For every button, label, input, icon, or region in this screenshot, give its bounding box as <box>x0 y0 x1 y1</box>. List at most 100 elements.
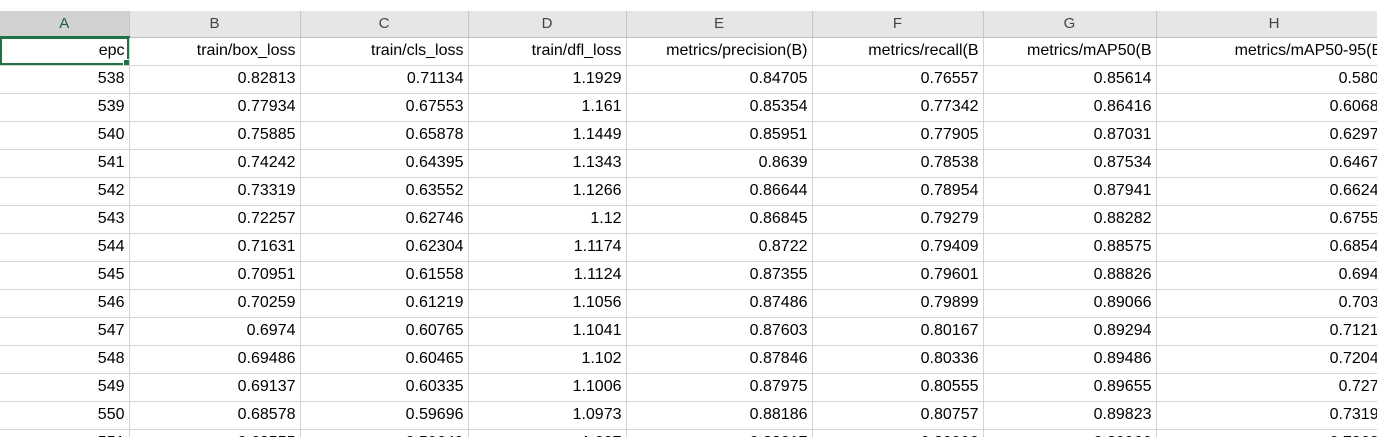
cell-a[interactable]: 548 <box>0 345 130 374</box>
cell-c[interactable]: 0.64395 <box>300 149 469 178</box>
cell-f[interactable]: 0.79279 <box>812 205 984 234</box>
cell-b[interactable]: 0.69486 <box>129 345 301 374</box>
header-cell-g[interactable]: metrics/mAP50(B <box>983 37 1157 66</box>
cell-g[interactable]: 0.89823 <box>983 401 1157 430</box>
cell-h[interactable]: 0.73621 <box>1156 429 1377 437</box>
cell-e[interactable]: 0.8639 <box>626 149 813 178</box>
header-cell-f[interactable]: metrics/recall(B <box>812 37 984 66</box>
cell-f[interactable]: 0.80996 <box>812 429 984 437</box>
header-cell-b[interactable]: train/box_loss <box>129 37 301 66</box>
cell-g[interactable]: 0.85614 <box>983 65 1157 94</box>
cell-a[interactable]: 538 <box>0 65 130 94</box>
cell-c[interactable]: 0.62746 <box>300 205 469 234</box>
cell-b[interactable]: 0.69137 <box>129 373 301 402</box>
cell-d[interactable]: 1.097 <box>468 429 627 437</box>
cell-e[interactable]: 0.85951 <box>626 121 813 150</box>
column-header-a[interactable]: A <box>0 11 130 38</box>
cell-h[interactable]: 0.68543 <box>1156 233 1377 262</box>
cell-c[interactable]: 0.65878 <box>300 121 469 150</box>
cell-g[interactable]: 0.89655 <box>983 373 1157 402</box>
cell-e[interactable]: 0.87486 <box>626 289 813 318</box>
cell-c[interactable]: 0.61219 <box>300 289 469 318</box>
cell-d[interactable]: 1.1174 <box>468 233 627 262</box>
cell-d[interactable]: 1.1124 <box>468 261 627 290</box>
cell-g[interactable]: 0.87534 <box>983 149 1157 178</box>
header-cell-h[interactable]: metrics/mAP50-95(B) <box>1156 37 1377 66</box>
cell-c[interactable]: 0.60465 <box>300 345 469 374</box>
cell-g[interactable]: 0.89486 <box>983 345 1157 374</box>
cell-h[interactable]: 0.73193 <box>1156 401 1377 430</box>
cell-f[interactable]: 0.78954 <box>812 177 984 206</box>
cell-h[interactable]: 0.71215 <box>1156 317 1377 346</box>
cell-c[interactable]: 0.60765 <box>300 317 469 346</box>
cell-g[interactable]: 0.88826 <box>983 261 1157 290</box>
cell-c[interactable]: 0.59649 <box>300 429 469 437</box>
cell-b[interactable]: 0.68578 <box>129 401 301 430</box>
cell-g[interactable]: 0.86416 <box>983 93 1157 122</box>
cell-g[interactable]: 0.89966 <box>983 429 1157 437</box>
cell-e[interactable]: 0.88217 <box>626 429 813 437</box>
cell-d[interactable]: 1.1929 <box>468 65 627 94</box>
cell-e[interactable]: 0.86845 <box>626 205 813 234</box>
cell-a[interactable]: 549 <box>0 373 130 402</box>
cell-d[interactable]: 1.12 <box>468 205 627 234</box>
cell-b[interactable]: 0.75885 <box>129 121 301 150</box>
cell-b[interactable]: 0.74242 <box>129 149 301 178</box>
cell-h[interactable]: 0.72049 <box>1156 345 1377 374</box>
cell-a[interactable]: 546 <box>0 289 130 318</box>
header-cell-c[interactable]: train/cls_loss <box>300 37 469 66</box>
cell-f[interactable]: 0.80757 <box>812 401 984 430</box>
cell-d[interactable]: 1.1006 <box>468 373 627 402</box>
cell-g[interactable]: 0.89294 <box>983 317 1157 346</box>
cell-b[interactable]: 0.68555 <box>129 429 301 437</box>
cell-h[interactable]: 0.66243 <box>1156 177 1377 206</box>
cell-c[interactable]: 0.63552 <box>300 177 469 206</box>
cell-d[interactable]: 1.1449 <box>468 121 627 150</box>
cell-d[interactable]: 1.1343 <box>468 149 627 178</box>
cell-c[interactable]: 0.71134 <box>300 65 469 94</box>
cell-c[interactable]: 0.62304 <box>300 233 469 262</box>
column-header-e[interactable]: E <box>626 11 813 38</box>
cell-e[interactable]: 0.88186 <box>626 401 813 430</box>
cell-h[interactable]: 0.60688 <box>1156 93 1377 122</box>
cell-f[interactable]: 0.79601 <box>812 261 984 290</box>
cell-e[interactable]: 0.8722 <box>626 233 813 262</box>
cell-g[interactable]: 0.87031 <box>983 121 1157 150</box>
cell-a[interactable]: 541 <box>0 149 130 178</box>
cell-b[interactable]: 0.70951 <box>129 261 301 290</box>
cell-a[interactable]: 542 <box>0 177 130 206</box>
cell-a[interactable]: 550 <box>0 401 130 430</box>
cell-f[interactable]: 0.80555 <box>812 373 984 402</box>
cell-h[interactable]: 0.5802 <box>1156 65 1377 94</box>
column-header-d[interactable]: D <box>468 11 627 38</box>
header-cell-d[interactable]: train/dfl_loss <box>468 37 627 66</box>
column-header-h[interactable]: H <box>1156 11 1377 38</box>
cell-b[interactable]: 0.71631 <box>129 233 301 262</box>
cell-d[interactable]: 1.1266 <box>468 177 627 206</box>
cell-e[interactable]: 0.87355 <box>626 261 813 290</box>
cell-c[interactable]: 0.61558 <box>300 261 469 290</box>
cell-f[interactable]: 0.80336 <box>812 345 984 374</box>
cell-b[interactable]: 0.6974 <box>129 317 301 346</box>
cell-h[interactable]: 0.67556 <box>1156 205 1377 234</box>
cell-b[interactable]: 0.72257 <box>129 205 301 234</box>
column-header-g[interactable]: G <box>983 11 1157 38</box>
column-header-c[interactable]: C <box>300 11 469 38</box>
cell-f[interactable]: 0.79899 <box>812 289 984 318</box>
cell-c[interactable]: 0.67553 <box>300 93 469 122</box>
cell-e[interactable]: 0.85354 <box>626 93 813 122</box>
cell-d[interactable]: 1.0973 <box>468 401 627 430</box>
cell-b[interactable]: 0.77934 <box>129 93 301 122</box>
cell-h[interactable]: 0.62977 <box>1156 121 1377 150</box>
cell-c[interactable]: 0.60335 <box>300 373 469 402</box>
cell-b[interactable]: 0.73319 <box>129 177 301 206</box>
cell-a[interactable]: 540 <box>0 121 130 150</box>
cell-f[interactable]: 0.77342 <box>812 93 984 122</box>
cell-f[interactable]: 0.78538 <box>812 149 984 178</box>
cell-d[interactable]: 1.1056 <box>468 289 627 318</box>
cell-e[interactable]: 0.86644 <box>626 177 813 206</box>
cell-a[interactable]: 551 <box>0 429 130 437</box>
cell-b[interactable]: 0.70259 <box>129 289 301 318</box>
column-header-f[interactable]: F <box>812 11 984 38</box>
cell-c[interactable]: 0.59696 <box>300 401 469 430</box>
